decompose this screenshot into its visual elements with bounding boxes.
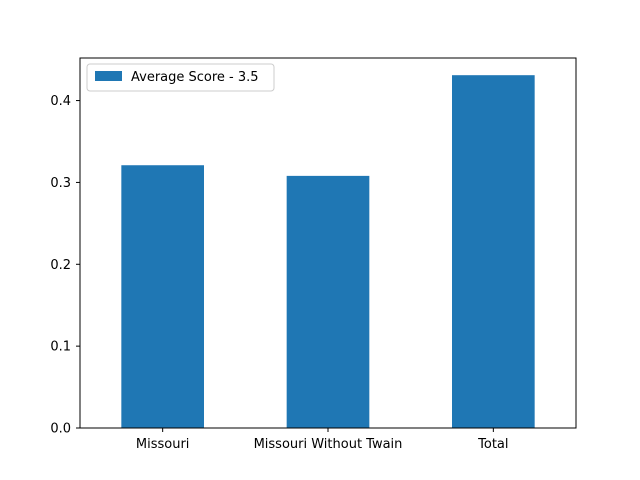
y-tick-label: 0.3 <box>50 176 71 191</box>
legend-label: Average Score - 3.5 <box>131 70 259 85</box>
bar-total <box>452 75 535 429</box>
legend-box <box>86 63 275 92</box>
y-tick-label: 0.2 <box>50 258 71 273</box>
x-tick-label: Missouri <box>136 437 190 452</box>
x-tick-label: Total <box>477 437 508 452</box>
bars-group <box>121 75 535 429</box>
plot-frame <box>79 57 577 429</box>
y-axis: 0.0 0.1 0.2 0.3 0.4 <box>50 94 80 437</box>
bar-missouri <box>121 165 204 429</box>
x-tick-label: Missouri Without Twain <box>254 437 403 452</box>
legend: Average Score - 3.5 <box>86 63 275 92</box>
y-tick-label: 0.4 <box>50 94 71 109</box>
x-axis: Missouri Missouri Without Twain Total <box>136 428 509 452</box>
bar-missouri-without-twain <box>286 175 370 428</box>
legend-swatch <box>95 71 122 81</box>
y-tick-label: 0.1 <box>50 340 71 355</box>
y-tick-label: 0.0 <box>50 422 71 437</box>
